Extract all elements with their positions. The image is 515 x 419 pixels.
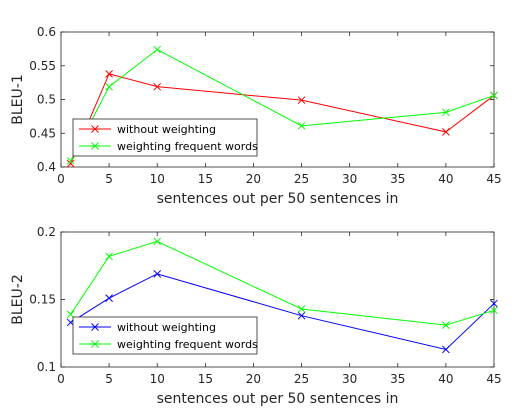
legend-marker bbox=[91, 340, 99, 348]
data-point bbox=[66, 159, 75, 168]
data-point bbox=[442, 128, 450, 136]
y-tick-label: 0.2 bbox=[37, 225, 56, 239]
y-tick-label: 0.5 bbox=[37, 93, 56, 107]
legend-label: without weighting bbox=[117, 321, 216, 334]
legend-label: without weighting bbox=[117, 123, 216, 136]
legend-box bbox=[72, 316, 258, 355]
x-tick-label: 15 bbox=[198, 172, 213, 186]
x-tick-label: 35 bbox=[390, 172, 405, 186]
x-tick-label: 35 bbox=[390, 372, 405, 386]
x-tick-label: 5 bbox=[105, 172, 113, 186]
x-tick-label: 45 bbox=[486, 172, 501, 186]
legend: without weighting weighting frequent word… bbox=[72, 118, 258, 157]
legend: without weighting weighting frequent word… bbox=[72, 316, 258, 355]
data-point bbox=[490, 299, 498, 308]
subplot-1: 0 5 10 15 20 25 30 35 40 45 0.4 0.45 0.5 0.55 0.6 sente… bbox=[10, 25, 502, 207]
legend-entry: without weighting bbox=[79, 123, 216, 136]
series-line bbox=[70, 73, 495, 164]
data-point bbox=[297, 311, 306, 320]
x-tick-label: 45 bbox=[486, 372, 501, 386]
x-tick-label: 5 bbox=[105, 372, 113, 386]
x-tick-label: 15 bbox=[198, 372, 213, 386]
data-point bbox=[153, 237, 162, 246]
data-point bbox=[153, 82, 162, 91]
legend-marker bbox=[91, 142, 99, 150]
data-point bbox=[442, 345, 450, 354]
series-line bbox=[70, 273, 495, 350]
y-tick-label: 0.1 bbox=[37, 360, 56, 374]
series-1 bbox=[66, 269, 498, 354]
data-point bbox=[490, 91, 498, 100]
subplot-2: 0 5 10 15 20 25 30 35 40 45 0.1 0.15 0.2 sentences ou… bbox=[10, 225, 502, 407]
y-tick-label: 0.45 bbox=[29, 126, 56, 140]
y-tick-label: 0.15 bbox=[29, 293, 56, 307]
legend-entry: weighting frequent words bbox=[79, 338, 258, 351]
x-tick-label: 20 bbox=[246, 172, 261, 186]
x-tick-label: 25 bbox=[294, 372, 309, 386]
data-point bbox=[153, 45, 162, 54]
x-tick-label: 10 bbox=[150, 372, 165, 386]
y-tick-label: 0.55 bbox=[29, 59, 56, 73]
x-axis-label: sentences out per 50 sentences in bbox=[157, 191, 399, 207]
legend-marker bbox=[91, 323, 99, 331]
legend-marker bbox=[91, 125, 99, 133]
data-point bbox=[105, 294, 113, 303]
x-tick-label: 40 bbox=[438, 372, 453, 386]
x-tick-label: 0 bbox=[57, 372, 65, 386]
data-point bbox=[297, 305, 306, 313]
data-point bbox=[442, 321, 450, 330]
data-point bbox=[442, 108, 450, 117]
legend-label: weighting frequent words bbox=[117, 338, 258, 351]
legend-entry: without weighting bbox=[79, 321, 216, 334]
data-point bbox=[297, 121, 306, 130]
y-axis-label: BLEU-1 bbox=[10, 74, 26, 124]
series-line bbox=[70, 240, 495, 326]
series-2 bbox=[66, 45, 498, 165]
x-tick-label: 0 bbox=[57, 172, 65, 186]
legend-box bbox=[72, 118, 258, 157]
legend-entry: weighting frequent words bbox=[79, 140, 258, 153]
x-tick-label: 40 bbox=[438, 172, 453, 186]
legend-label: weighting frequent words bbox=[117, 140, 258, 153]
x-tick-label: 20 bbox=[246, 372, 261, 386]
data-point bbox=[153, 269, 162, 278]
series-line bbox=[70, 48, 495, 162]
x-tick-label: 25 bbox=[294, 172, 309, 186]
data-point bbox=[105, 69, 113, 78]
data-point bbox=[105, 82, 113, 91]
x-tick-label: 10 bbox=[150, 172, 165, 186]
y-tick-label: 0.4 bbox=[37, 160, 56, 174]
data-point bbox=[105, 252, 113, 261]
data-point bbox=[66, 157, 75, 165]
x-tick-label: 30 bbox=[342, 372, 357, 386]
y-axis-label: BLEU-2 bbox=[10, 274, 26, 324]
x-tick-label: 30 bbox=[342, 172, 357, 186]
data-point bbox=[490, 306, 498, 315]
data-point bbox=[297, 96, 306, 105]
y-tick-label: 0.6 bbox=[37, 25, 56, 39]
x-axis-label: sentences out per 50 sentences in bbox=[157, 391, 399, 407]
